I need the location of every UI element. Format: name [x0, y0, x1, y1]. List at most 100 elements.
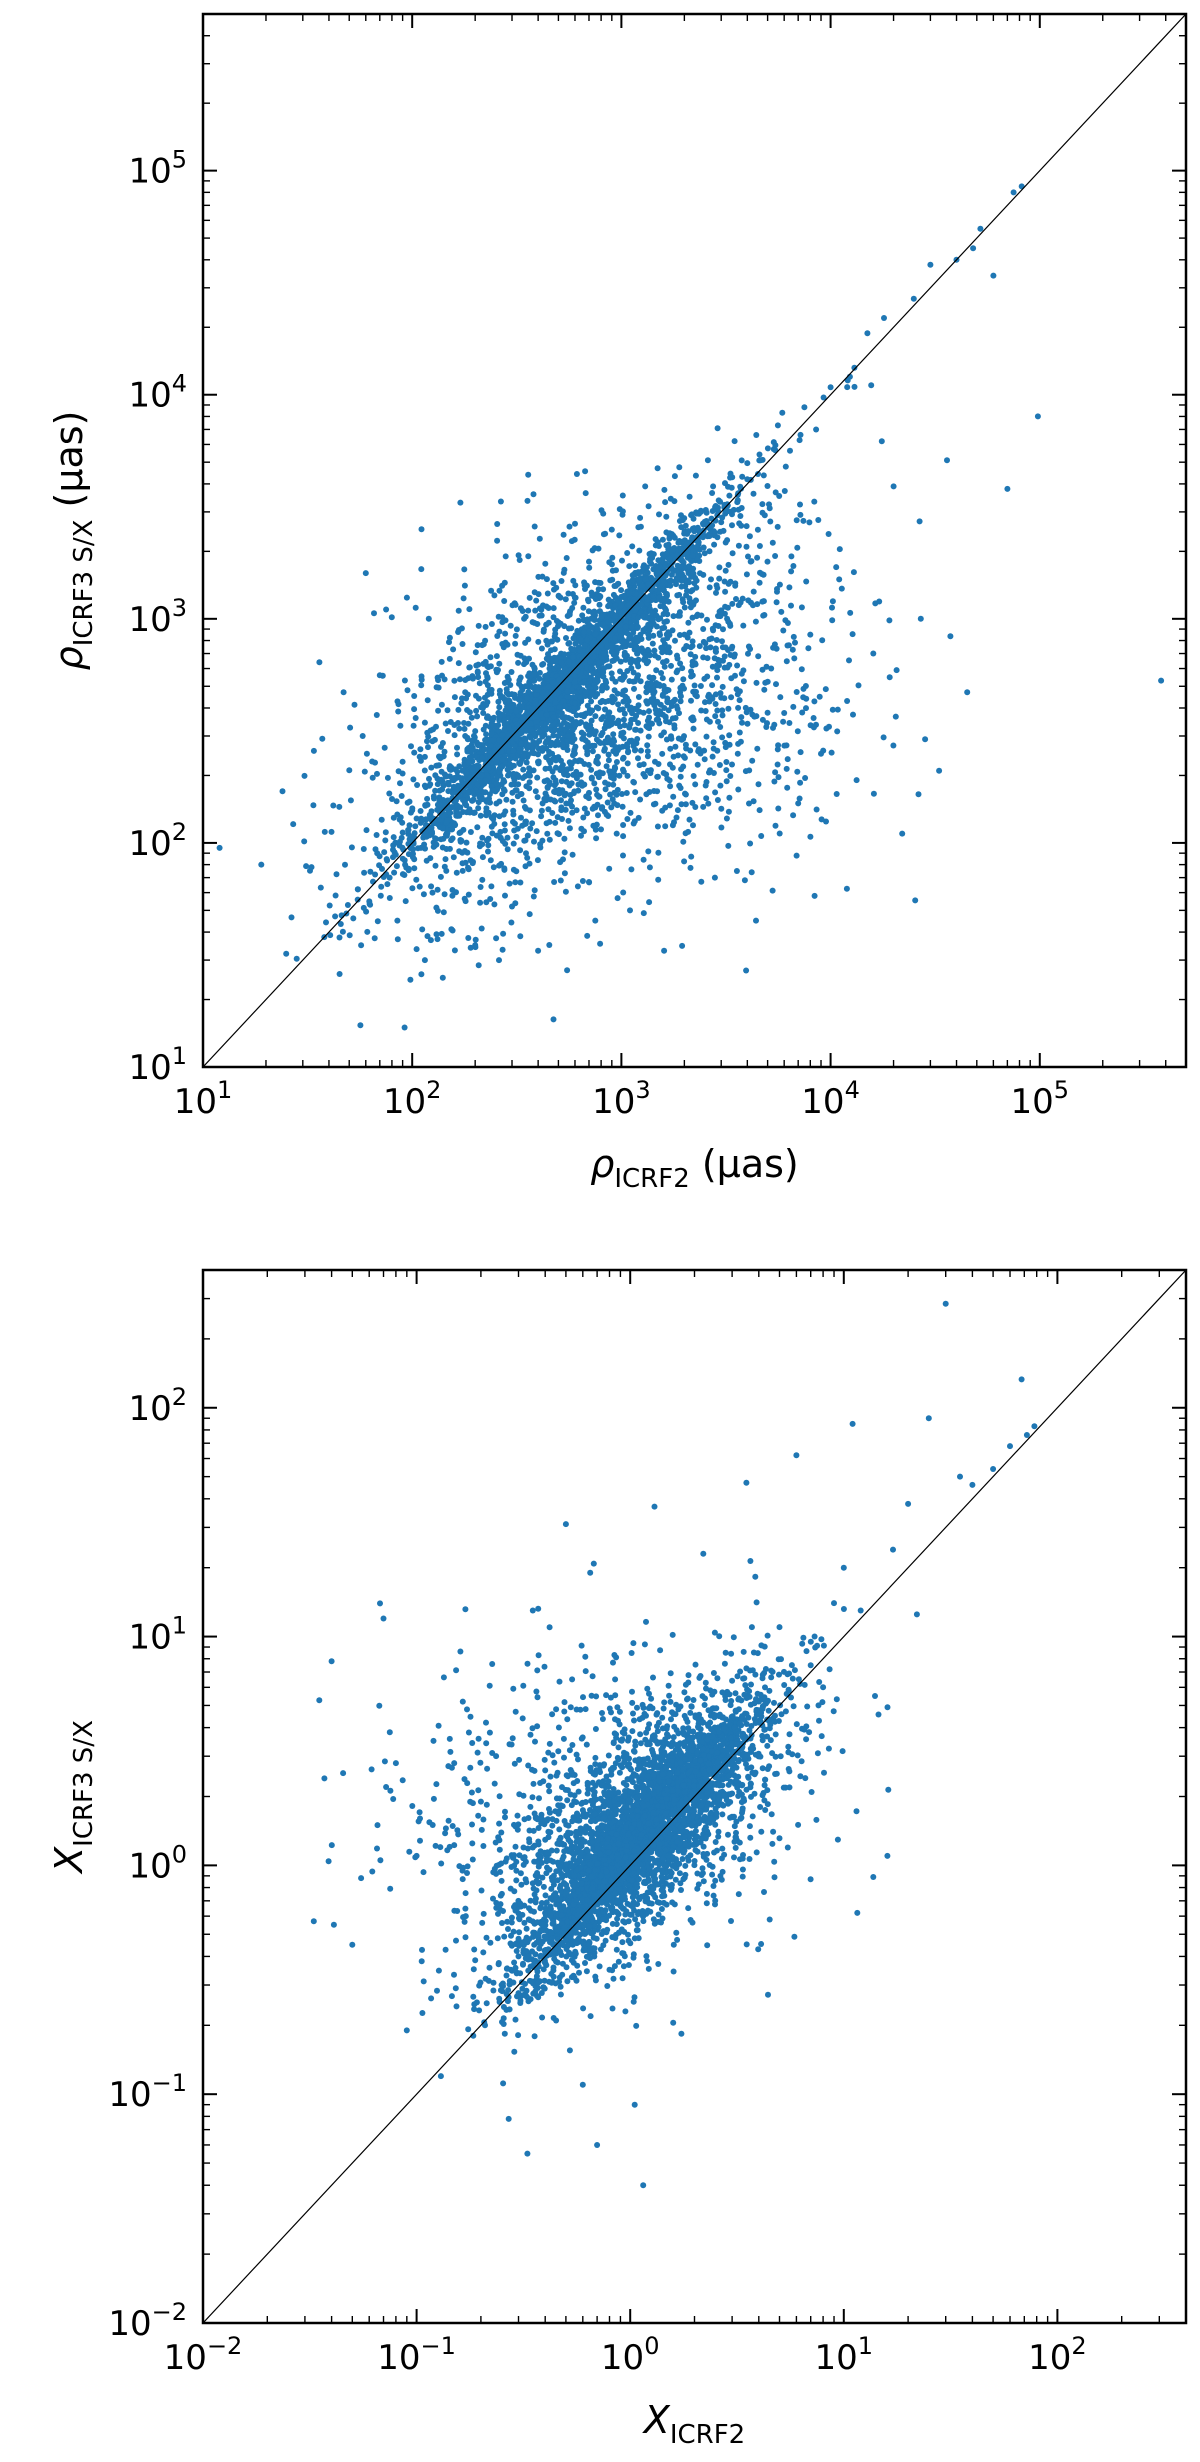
data-point — [438, 768, 445, 775]
data-point — [709, 682, 716, 689]
data-point — [688, 668, 695, 675]
data-point — [501, 680, 508, 686]
data-point — [810, 715, 817, 721]
data-point — [796, 437, 803, 444]
data-point — [543, 655, 550, 662]
data-point — [698, 878, 705, 885]
data-point — [712, 529, 718, 536]
data-point — [443, 867, 450, 874]
data-point — [488, 690, 495, 697]
data-point — [784, 756, 791, 763]
data-point — [498, 860, 505, 867]
scatter-points — [216, 183, 1165, 1031]
data-point — [517, 879, 524, 886]
data-point — [308, 864, 315, 871]
data-point — [561, 771, 568, 778]
data-point — [715, 718, 721, 725]
data-point — [545, 651, 551, 658]
data-point — [739, 473, 746, 480]
data-point — [570, 635, 577, 642]
data-point — [455, 660, 462, 667]
data-point — [663, 607, 669, 614]
data-point — [543, 793, 550, 800]
data-point — [642, 483, 649, 490]
data-point — [548, 705, 555, 712]
data-point — [564, 967, 571, 974]
data-point — [551, 646, 558, 653]
data-point — [595, 586, 602, 593]
data-point — [561, 835, 568, 842]
data-point — [390, 846, 396, 853]
data-point — [713, 589, 719, 596]
data-point — [569, 803, 575, 810]
data-point — [531, 838, 537, 845]
data-point — [712, 503, 719, 509]
data-point — [363, 827, 370, 834]
data-point — [664, 568, 671, 575]
data-point — [774, 586, 780, 592]
data-point — [441, 676, 448, 683]
data-point — [323, 919, 329, 926]
data-point — [627, 721, 634, 727]
data-point — [628, 665, 635, 672]
data-point — [611, 764, 618, 771]
data-point — [439, 786, 446, 793]
data-point — [644, 569, 651, 576]
data-point — [620, 755, 626, 762]
data-point — [623, 790, 630, 796]
data-point — [439, 974, 446, 981]
data-point — [394, 917, 401, 924]
data-point — [447, 763, 453, 770]
data-point — [643, 791, 650, 798]
data-point — [737, 513, 744, 519]
data-point — [462, 677, 469, 683]
data-point — [690, 570, 697, 577]
data-point — [350, 915, 357, 922]
data-point — [818, 750, 824, 757]
data-point — [536, 675, 543, 682]
data-point — [629, 572, 636, 579]
data-point — [665, 647, 671, 654]
data-point — [454, 751, 461, 758]
data-point — [520, 797, 527, 804]
data-point — [461, 582, 468, 589]
data-point — [367, 901, 374, 908]
data-point — [754, 601, 761, 608]
data-point — [635, 814, 642, 821]
data-point — [667, 577, 674, 584]
data-point — [692, 741, 699, 748]
data-point — [579, 655, 586, 662]
data-point — [383, 606, 390, 613]
data-point — [637, 678, 644, 685]
data-point — [787, 447, 793, 454]
data-point — [771, 721, 778, 728]
data-point — [756, 807, 763, 814]
data-point — [517, 933, 524, 940]
data-point — [665, 546, 672, 553]
data-point — [510, 866, 517, 873]
data-point — [477, 840, 484, 847]
data-point — [700, 626, 707, 632]
data-point — [710, 739, 717, 746]
data-point — [461, 725, 468, 732]
data-point — [494, 537, 501, 544]
data-point — [746, 533, 753, 540]
data-point — [706, 533, 713, 540]
data-point — [661, 947, 668, 954]
data-point — [633, 644, 640, 650]
data-point — [693, 544, 700, 551]
data-point — [610, 781, 617, 788]
data-point — [682, 741, 689, 748]
data-point — [483, 798, 490, 805]
data-point — [526, 807, 533, 814]
data-point — [844, 377, 851, 384]
data-point — [386, 790, 393, 797]
data-point — [807, 631, 814, 638]
data-point — [624, 772, 631, 779]
data-point — [697, 570, 703, 577]
data-point — [499, 619, 506, 626]
data-point — [469, 860, 476, 867]
data-point — [548, 638, 555, 645]
data-point — [474, 824, 481, 831]
data-point — [675, 752, 682, 759]
